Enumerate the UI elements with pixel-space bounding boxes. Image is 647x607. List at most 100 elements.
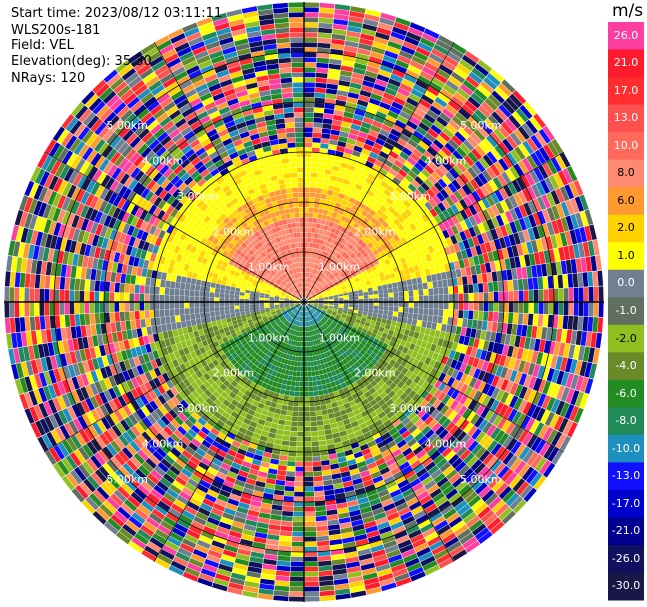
velocity-bin: [209, 484, 221, 494]
velocity-bin: [429, 511, 443, 523]
velocity-bin: [316, 316, 321, 322]
velocity-bin: [314, 324, 318, 330]
velocity-bin: [379, 493, 392, 503]
velocity-bin: [312, 314, 316, 319]
velocity-bin: [238, 426, 248, 435]
velocity-bin: [416, 490, 430, 501]
velocity-bin: [285, 354, 290, 360]
velocity-bin: [161, 272, 167, 281]
velocity-bin: [260, 573, 276, 581]
velocity-bin: [336, 502, 348, 509]
velocity-bin: [565, 329, 573, 344]
velocity-bin: [297, 356, 302, 362]
velocity-bin: [334, 442, 343, 449]
velocity-bin: [386, 410, 395, 419]
velocity-bin: [239, 292, 245, 296]
velocity-bin: [466, 410, 476, 422]
velocity-bin: [355, 318, 361, 324]
velocity-bin: [510, 440, 522, 455]
velocity-bin: [421, 457, 433, 468]
velocity-bin: [245, 430, 254, 437]
velocity-bin: [317, 308, 322, 312]
velocity-bin: [245, 451, 255, 459]
velocity-bin: [277, 469, 287, 476]
velocity-bin: [397, 311, 404, 318]
velocity-bin: [495, 365, 504, 377]
velocity-bin: [322, 336, 327, 342]
velocity-bin: [527, 362, 536, 376]
velocity-bin: [378, 526, 392, 535]
velocity-bin: [356, 337, 363, 343]
velocity-bin: [404, 386, 413, 396]
velocity-bin: [279, 346, 284, 352]
velocity-bin: [292, 531, 304, 537]
velocity-bin: [296, 315, 299, 321]
velocity-bin: [378, 326, 385, 333]
velocity-bin: [308, 304, 313, 308]
velocity-bin: [357, 365, 364, 372]
velocity-bin: [480, 349, 488, 361]
velocity-bin: [248, 442, 258, 450]
velocity-bin: [309, 401, 315, 407]
velocity-bin: [378, 372, 386, 380]
velocity-bin: [388, 427, 398, 436]
velocity-bin: [471, 402, 482, 414]
velocity-bin: [415, 396, 425, 406]
velocity-bin: [293, 511, 304, 517]
velocity-bin: [227, 587, 243, 596]
velocity-bin: [573, 302, 579, 316]
velocity-bin: [518, 386, 528, 399]
velocity-bin: [399, 443, 410, 453]
velocity-bin: [408, 302, 414, 308]
velocity-bin: [302, 311, 304, 317]
velocity-bin: [451, 379, 460, 389]
velocity-bin: [485, 330, 492, 342]
velocity-bin: [322, 308, 328, 311]
velocity-bin: [416, 547, 431, 558]
velocity-bin: [124, 283, 130, 293]
velocity-bin: [282, 353, 288, 359]
velocity-bin: [281, 440, 290, 446]
velocity-bin: [364, 322, 371, 327]
velocity-bin: [299, 306, 302, 311]
velocity-bin: [189, 302, 195, 308]
velocity-bin: [264, 400, 272, 407]
velocity-bin: [470, 328, 477, 338]
velocity-bin: [365, 586, 382, 595]
velocity-bin: [532, 377, 542, 391]
velocity-bin: [313, 360, 318, 366]
velocity-bin: [423, 443, 435, 453]
velocity-bin: [427, 535, 442, 547]
velocity-bin: [488, 412, 499, 424]
velocity-bin: [306, 311, 308, 317]
velocity-bin: [317, 316, 322, 321]
velocity-bin: [216, 526, 230, 535]
velocity-bin: [449, 545, 465, 557]
velocity-bin: [300, 316, 303, 322]
velocity-bin: [482, 340, 490, 351]
velocity-bin: [277, 555, 291, 562]
velocity-bin: [214, 292, 220, 298]
velocity-bin: [350, 351, 357, 358]
velocity-bin: [481, 320, 488, 331]
velocity-bin: [559, 435, 571, 452]
velocity-bin: [265, 384, 272, 391]
velocity-bin: [425, 374, 434, 384]
velocity-bin: [445, 357, 453, 367]
velocity-bin: [231, 440, 241, 448]
velocity-bin: [411, 393, 421, 402]
velocity-bin: [267, 411, 275, 418]
velocity-bin: [551, 369, 560, 384]
velocity-bin: [225, 539, 240, 548]
velocity-bin: [386, 398, 395, 407]
velocity-bin: [291, 335, 295, 341]
velocity-bin: [330, 381, 337, 388]
velocity-bin: [304, 426, 311, 432]
velocity-bin: [412, 384, 421, 393]
velocity-bin: [232, 567, 247, 576]
velocity-bin: [478, 419, 489, 431]
velocity-bin: [455, 371, 464, 381]
velocity-bin: [311, 350, 316, 356]
velocity-bin: [445, 324, 452, 333]
velocity-bin: [491, 321, 498, 333]
